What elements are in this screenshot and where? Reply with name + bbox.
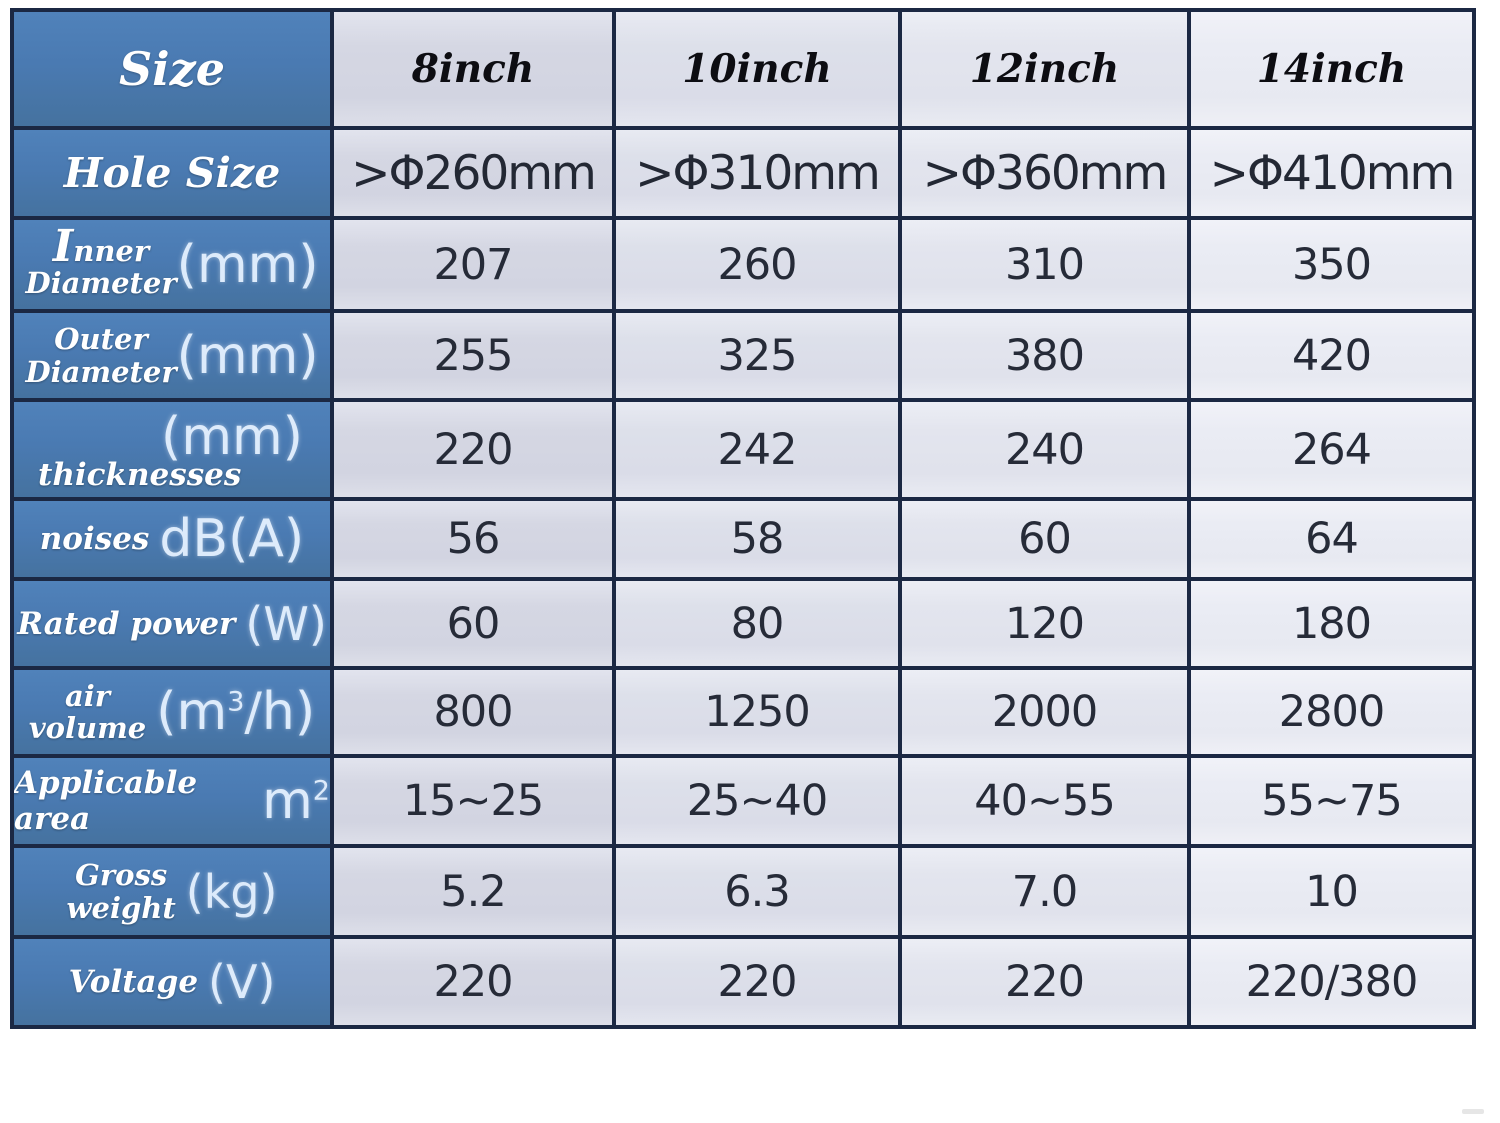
corner-smudge xyxy=(1462,1109,1484,1114)
spec-value: 260 xyxy=(616,220,898,309)
fan-spec-table: Size 8inch 10inch 12inch 14inch Hole Siz… xyxy=(10,8,1476,1029)
spec-value: 64 xyxy=(1191,501,1472,577)
row-label-hole-size: Hole Size xyxy=(14,130,330,216)
spec-value: 60 xyxy=(334,581,612,666)
spec-value: >Φ310mm xyxy=(616,130,898,216)
spec-value: 420 xyxy=(1191,313,1472,398)
row-label-inner-diameter: Inner Diameter (mm) xyxy=(14,220,330,309)
spec-value: 264 xyxy=(1191,402,1472,497)
row-label-air-volume: air volume (m3/h) xyxy=(14,670,330,754)
spec-value: 220 xyxy=(334,402,612,497)
spec-value: 5.2 xyxy=(334,848,612,935)
column-header-14inch: 14inch xyxy=(1191,12,1472,126)
column-header-8inch: 8inch xyxy=(334,12,612,126)
spec-value: >Φ360mm xyxy=(902,130,1187,216)
spec-value: 310 xyxy=(902,220,1187,309)
spec-value: 1250 xyxy=(616,670,898,754)
spec-value: 255 xyxy=(334,313,612,398)
column-header-12inch: 12inch xyxy=(902,12,1187,126)
spec-value: 220 xyxy=(902,939,1187,1025)
spec-value: 220/380 xyxy=(1191,939,1472,1025)
column-header-10inch: 10inch xyxy=(616,12,898,126)
unit-mm: (mm) xyxy=(176,325,319,386)
spec-value: 120 xyxy=(902,581,1187,666)
spec-value: 242 xyxy=(616,402,898,497)
spec-value: 325 xyxy=(616,313,898,398)
spec-value: 800 xyxy=(334,670,612,754)
spec-value: 55~75 xyxy=(1191,758,1472,844)
row-label-applicable-area: Applicable area m2 xyxy=(14,758,330,844)
spec-value: 80 xyxy=(616,581,898,666)
unit-kg: (kg) xyxy=(185,864,278,919)
spec-value: 2800 xyxy=(1191,670,1472,754)
unit-m2: m2 xyxy=(262,771,330,831)
unit-v: (V) xyxy=(208,955,276,1009)
spec-value: 7.0 xyxy=(902,848,1187,935)
spec-value: 220 xyxy=(616,939,898,1025)
spec-value: 380 xyxy=(902,313,1187,398)
spec-value: 15~25 xyxy=(334,758,612,844)
spec-value: 40~55 xyxy=(902,758,1187,844)
row-label-rated-power: Rated power (W) xyxy=(14,581,330,666)
row-label-outer-diameter: Outer Diameter (mm) xyxy=(14,313,330,398)
unit-db: dB(A) xyxy=(159,509,305,569)
spec-value: >Φ410mm xyxy=(1191,130,1472,216)
spec-value: 350 xyxy=(1191,220,1472,309)
spec-value: 10 xyxy=(1191,848,1472,935)
unit-w: (W) xyxy=(245,596,327,651)
spec-value: 180 xyxy=(1191,581,1472,666)
spec-value: >Φ260mm xyxy=(334,130,612,216)
corner-header-size: Size xyxy=(14,12,330,126)
unit-m3h: (m3/h) xyxy=(156,682,316,742)
spec-value: 56 xyxy=(334,501,612,577)
spec-value: 220 xyxy=(334,939,612,1025)
spec-value: 25~40 xyxy=(616,758,898,844)
unit-mm: (mm) xyxy=(161,406,303,467)
spec-value: 60 xyxy=(902,501,1187,577)
spec-value: 6.3 xyxy=(616,848,898,935)
spec-value: 240 xyxy=(902,402,1187,497)
row-label-voltage: Voltage (V) xyxy=(14,939,330,1025)
unit-mm: (mm) xyxy=(176,234,319,295)
spec-value: 58 xyxy=(616,501,898,577)
row-label-thicknesses: (mm) thicknesses xyxy=(14,402,330,497)
row-label-noises: noises dB(A) xyxy=(14,501,330,577)
spec-value: 207 xyxy=(334,220,612,309)
spec-value: 2000 xyxy=(902,670,1187,754)
row-label-gross-weight: Gross weight (kg) xyxy=(14,848,330,935)
